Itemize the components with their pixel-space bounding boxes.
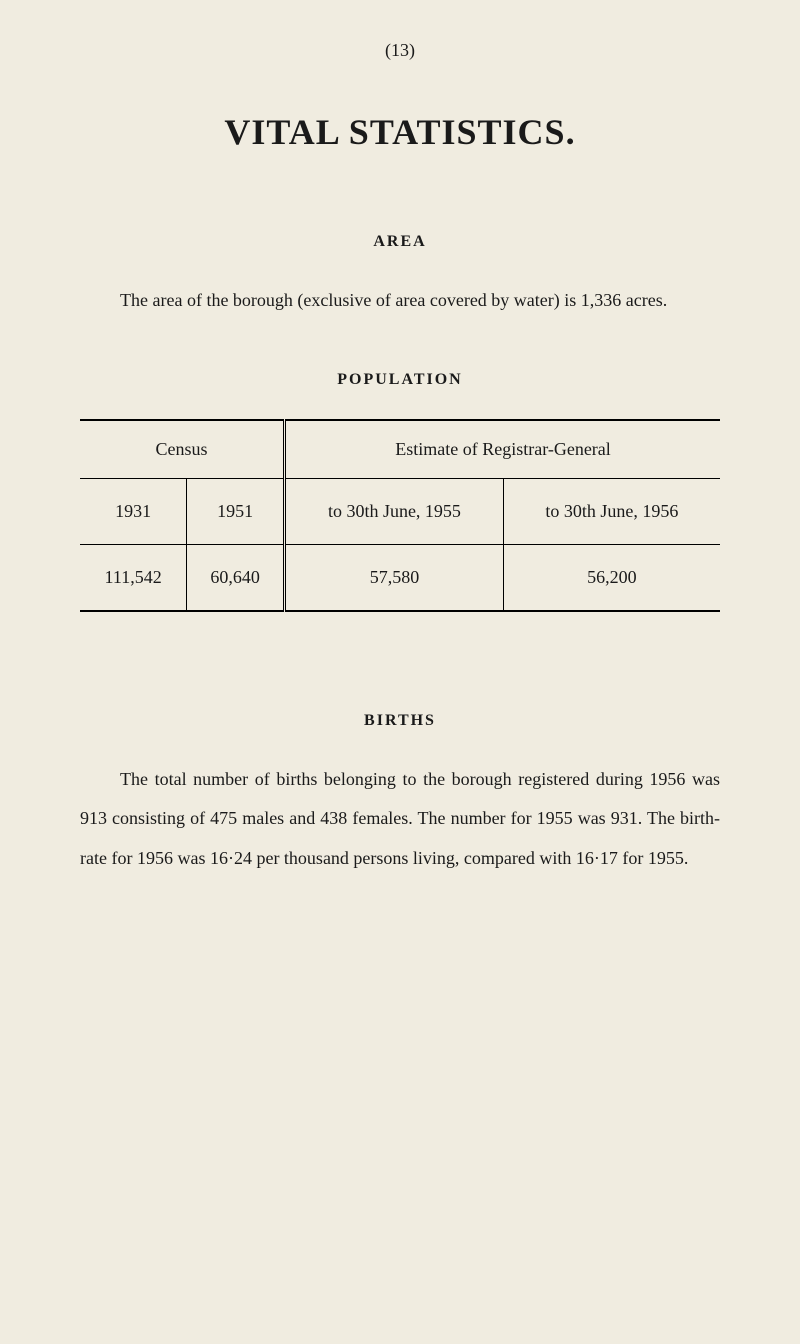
cell-1956: 56,200 (503, 544, 720, 611)
document-page: (13) VITAL STATISTICS. AREA The area of … (0, 0, 800, 988)
subheader-1951: 1951 (187, 478, 285, 544)
births-section: BIRTHS The total number of births belong… (80, 712, 720, 879)
births-section-header: BIRTHS (80, 712, 720, 730)
subheader-1956: to 30th June, 1956 (503, 478, 720, 544)
table-subheader-row: 1931 1951 to 30th June, 1955 to 30th Jun… (80, 478, 720, 544)
births-body-text: The total number of births belonging to … (80, 760, 720, 879)
area-section-header: AREA (80, 233, 720, 251)
subheader-1931: 1931 (80, 478, 187, 544)
page-number: (13) (80, 40, 720, 61)
table-data-row: 111,542 60,640 57,580 56,200 (80, 544, 720, 611)
cell-1955: 57,580 (285, 544, 504, 611)
main-title: VITAL STATISTICS. (80, 111, 720, 153)
subheader-1955: to 30th June, 1955 (285, 478, 504, 544)
estimate-header: Estimate of Registrar-General (285, 420, 720, 479)
population-table: Census Estimate of Registrar-General 193… (80, 419, 720, 612)
table-header-row: Census Estimate of Registrar-General (80, 420, 720, 479)
area-body-text: The area of the borough (exclusive of ar… (80, 281, 720, 321)
population-section-header: POPULATION (80, 371, 720, 389)
census-header: Census (80, 420, 285, 479)
cell-1951: 60,640 (187, 544, 285, 611)
cell-1931: 111,542 (80, 544, 187, 611)
